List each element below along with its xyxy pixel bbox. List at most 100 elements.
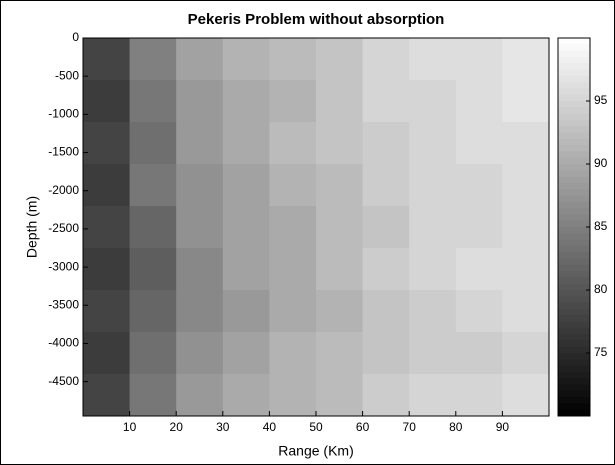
colorbar-tick-label: 95: [594, 93, 608, 107]
contour-cell: [176, 206, 224, 249]
contour-cell: [222, 290, 270, 333]
x-tick-label: 20: [170, 420, 184, 434]
contour-cell: [316, 290, 364, 333]
contour-cell: [83, 332, 131, 375]
x-tick-label: 70: [403, 420, 417, 434]
colorbar-step: [558, 82, 590, 89]
contour-cell: [83, 248, 131, 291]
contour-cell: [176, 38, 224, 81]
contour-cell: [502, 290, 550, 333]
contour-cell: [502, 248, 550, 291]
colorbar-step: [558, 353, 590, 360]
contour-cell: [455, 290, 503, 333]
contour-cell: [502, 164, 550, 207]
colorbar-step: [558, 264, 590, 272]
contour-cell: [176, 290, 224, 333]
y-tick-label: -3000: [48, 259, 79, 273]
contour-cell: [222, 332, 270, 375]
x-tick-label: 50: [309, 420, 323, 434]
contour-cell: [409, 332, 457, 375]
y-axis-label: Depth (m): [24, 196, 40, 258]
contour-cell: [176, 248, 224, 291]
colorbar-step: [558, 245, 590, 253]
contour-cell: [316, 164, 364, 207]
contour-cell: [129, 164, 177, 207]
contour-cell: [409, 206, 457, 249]
contour-cell: [455, 164, 503, 207]
colorbar-step: [558, 170, 590, 178]
contour-cell: [176, 80, 224, 123]
colorbar-step: [558, 340, 590, 348]
colorbar-step: [558, 302, 590, 310]
y-tick-label: 0: [72, 30, 79, 44]
contour-cell: [83, 122, 131, 165]
colorbar-step: [558, 195, 590, 203]
contour-cell: [269, 332, 317, 375]
colorbar-step: [558, 378, 590, 385]
contour-cell: [222, 248, 270, 291]
y-tick-label: -4500: [48, 374, 79, 388]
contour-cell: [362, 206, 410, 249]
contour-cell: [409, 290, 457, 333]
colorbar-step: [558, 252, 590, 259]
colorbar-step: [558, 56, 590, 64]
colorbar-step: [558, 321, 590, 329]
colorbar-step: [558, 346, 590, 354]
colorbar-step: [558, 403, 590, 411]
y-tick-label: -1000: [48, 107, 79, 121]
colorbar-step: [558, 38, 590, 45]
contour-cell: [176, 164, 224, 207]
colorbar-step: [558, 283, 590, 291]
contour-cell: [222, 164, 270, 207]
contour-cell: [455, 80, 503, 123]
colorbar-step: [558, 63, 590, 70]
colorbar-step: [558, 69, 590, 77]
contour-cell: [129, 122, 177, 165]
contour-cell: [83, 164, 131, 207]
contour-cell: [176, 122, 224, 165]
colorbar-step: [558, 164, 590, 171]
colorbar-step: [558, 50, 590, 58]
contour-cell: [409, 248, 457, 291]
contour-cell: [129, 248, 177, 291]
colorbar-step: [558, 409, 590, 417]
colorbar-step: [558, 214, 590, 222]
contour-cell: [316, 38, 364, 81]
colorbar-step: [558, 315, 590, 322]
x-tick-label: 90: [496, 420, 510, 434]
colorbar-step: [558, 308, 590, 316]
colorbar-step: [558, 101, 590, 108]
colorbar-step: [558, 334, 590, 341]
contour-cell: [176, 374, 224, 417]
x-tick-label: 10: [123, 420, 137, 434]
colorbar-step: [558, 201, 590, 209]
contour-cell: [269, 206, 317, 249]
colorbar-tick-label: 90: [594, 156, 608, 170]
colorbar-step: [558, 233, 590, 241]
colorbar-step: [558, 151, 590, 159]
contour-cell: [83, 290, 131, 333]
contour-cell: [269, 374, 317, 417]
contour-cell: [502, 122, 550, 165]
colorbar-step: [558, 271, 590, 278]
contour-cell: [455, 122, 503, 165]
chart-title: Pekeris Problem without absorption: [188, 11, 445, 28]
contour-cell: [222, 374, 270, 417]
colorbar-step: [558, 126, 590, 133]
contour-cell: [455, 206, 503, 249]
contour-cell: [316, 80, 364, 123]
contour-cell: [409, 374, 457, 417]
y-tick-label: -2000: [48, 183, 79, 197]
contour-cell: [129, 80, 177, 123]
colorbar-step: [558, 44, 590, 52]
contour-cell: [409, 164, 457, 207]
contour-cell: [362, 248, 410, 291]
colorbar-step: [558, 113, 590, 121]
colorbar-step: [558, 119, 590, 127]
contour-cell: [502, 374, 550, 417]
contour-cell: [502, 206, 550, 249]
y-tick-label: -3500: [48, 297, 79, 311]
colorbar-step: [558, 365, 590, 373]
x-tick-label: 60: [356, 420, 370, 434]
